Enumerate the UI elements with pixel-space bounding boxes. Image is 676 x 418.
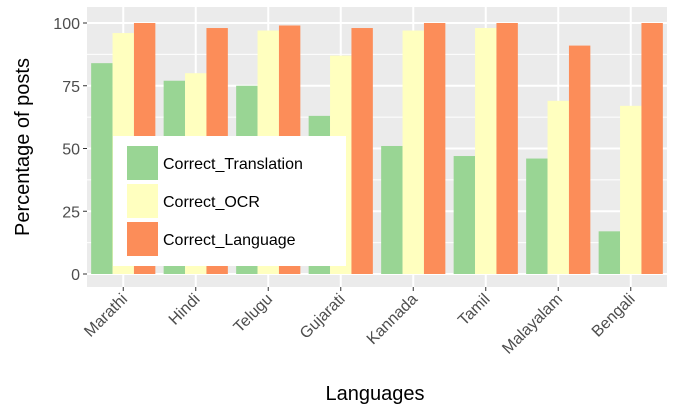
x-axis: Marathi Hindi Telugu Gujarati Kannada Tamil Ma… bbox=[81, 287, 639, 358]
bar-correct-translation bbox=[526, 158, 548, 274]
x-tick-label: Hindi bbox=[166, 291, 204, 329]
bar-correct-language bbox=[568, 45, 591, 275]
y-tick-label: 0 bbox=[71, 267, 80, 284]
bar-correct-language bbox=[496, 23, 518, 274]
y-tick-label: 75 bbox=[62, 79, 80, 96]
legend-label: Correct_Translation bbox=[163, 156, 303, 173]
legend-swatch bbox=[127, 222, 158, 256]
bar-correct-language bbox=[641, 23, 663, 274]
bar-correct-ocr bbox=[475, 28, 497, 274]
y-tick-label: 50 bbox=[62, 142, 80, 159]
y-tick-label: 100 bbox=[53, 16, 80, 33]
bar-correct-translation bbox=[381, 145, 403, 274]
legend-swatch bbox=[127, 146, 158, 180]
y-axis: 0 25 50 75 100 bbox=[53, 16, 87, 284]
x-tick-label: Kannada bbox=[364, 291, 421, 348]
bar-correct-language bbox=[423, 23, 446, 274]
x-axis-title: Languages bbox=[326, 383, 425, 405]
legend-label: Correct_OCR bbox=[163, 194, 260, 211]
bar-correct-translation bbox=[453, 156, 476, 274]
legend-label: Correct_Language bbox=[163, 232, 296, 249]
x-tick-label: Marathi bbox=[81, 291, 131, 341]
x-tick-label: Bengali bbox=[589, 291, 639, 341]
x-tick-label: Tamil bbox=[455, 291, 493, 329]
y-axis-title: Percentage of posts bbox=[12, 58, 34, 236]
x-tick-label: Malayalam bbox=[499, 291, 566, 358]
legend-swatch bbox=[127, 184, 158, 218]
bar-correct-translation bbox=[91, 63, 113, 274]
bar-correct-translation bbox=[598, 231, 621, 274]
x-tick-label: Telugu bbox=[231, 291, 276, 336]
legend: Correct_Translation Correct_OCR Correct_La… bbox=[113, 136, 346, 266]
bar-correct-language bbox=[351, 28, 373, 274]
bar-correct-ocr bbox=[620, 105, 642, 274]
x-tick-label: Gujarati bbox=[297, 291, 349, 343]
bar-correct-ocr bbox=[402, 30, 424, 275]
bar-correct-ocr bbox=[547, 100, 569, 274]
y-tick-label: 25 bbox=[62, 204, 80, 221]
